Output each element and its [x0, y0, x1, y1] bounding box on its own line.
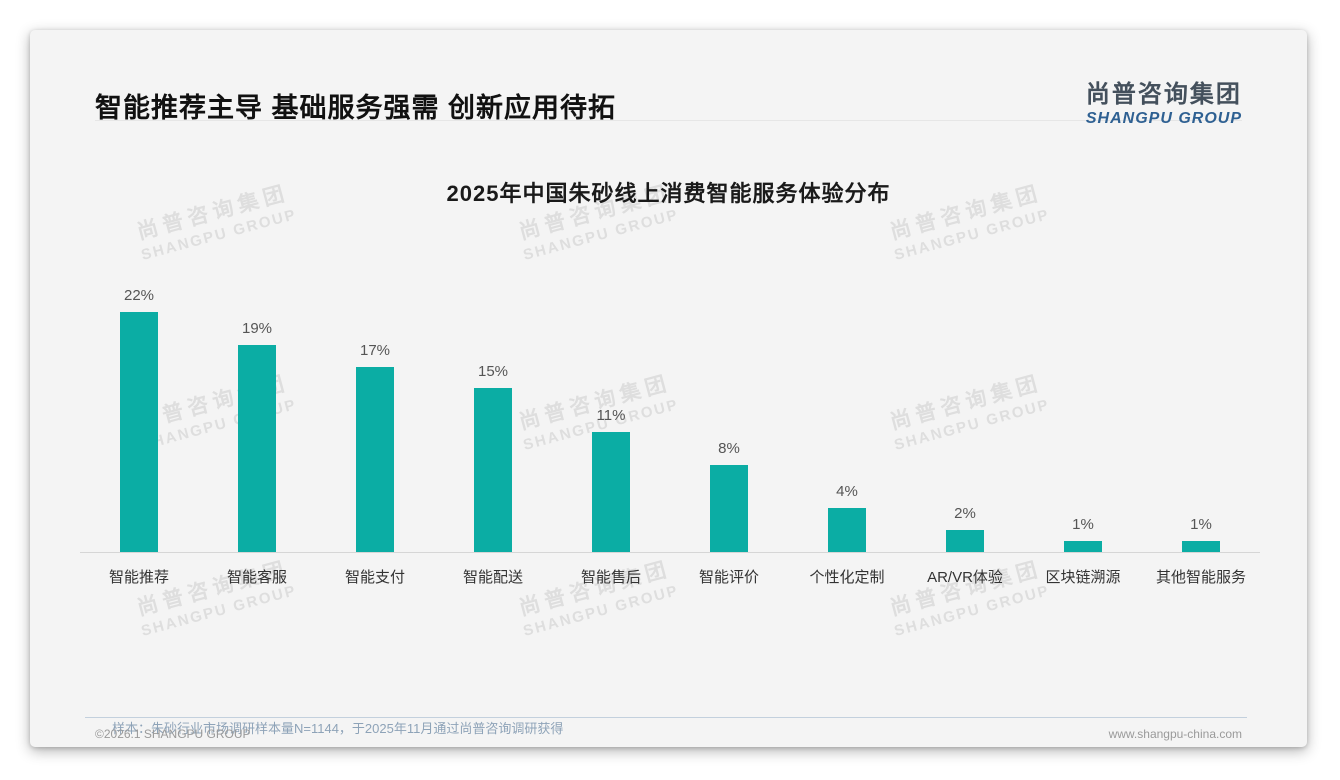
sample-note: 样本：朱砂行业市场调研样本量N=1144，于2025年11月通过尚普咨询调研获得	[112, 721, 564, 736]
bar-column: 4%	[788, 483, 906, 552]
bar-value-label: 11%	[596, 407, 626, 424]
bar-value-label: 15%	[477, 363, 509, 380]
header-divider	[95, 120, 1242, 121]
category-label: 智能支付	[344, 569, 405, 586]
brand-logo-en: SHANGPU GROUP	[1085, 110, 1242, 127]
category-label: 个性化定制	[809, 569, 885, 586]
bar	[474, 388, 512, 552]
bar-value-label: 19%	[241, 320, 273, 337]
bar	[710, 465, 748, 552]
bar	[120, 312, 158, 552]
brand-logo-cn: 尚普咨询集团	[1085, 81, 1242, 108]
bar-column: 17%	[316, 342, 434, 552]
bar-value-label: 4%	[836, 483, 858, 500]
watermark-en: SHANGPU GROUP	[139, 582, 299, 640]
bar-column: 22%	[80, 287, 198, 552]
category-label: AR/VR体验	[927, 569, 1003, 586]
bar-column: 15%	[434, 363, 552, 552]
category-label: 其他智能服务	[1155, 569, 1246, 586]
slide-card: 尚普咨询集团 SHANGPU GROUP 尚普咨询集团 SHANGPU GROUP 尚普…	[30, 30, 1307, 747]
bar	[946, 530, 984, 552]
chart-title: 2025年中国朱砂线上消费智能服务体验分布	[446, 181, 891, 206]
watermark-en: SHANGPU GROUP	[521, 582, 681, 640]
category-label: 智能推荐	[108, 569, 169, 586]
watermark-en: SHANGPU GROUP	[892, 582, 1052, 640]
plot-area: 22% 19% 17% 15% 11% 8% 4% 2% 1% 1%	[80, 240, 1260, 552]
bar	[828, 508, 866, 552]
page-title: 智能推荐主导 基础服务强需 创新应用待拓	[95, 93, 617, 123]
bar-column: 8%	[670, 440, 788, 552]
footer-divider	[85, 717, 1247, 718]
bar-value-label: 1%	[1190, 516, 1212, 533]
bar-column: 11%	[552, 407, 670, 552]
footer: ©2026.1 SHANGPU GROUP www.shangpu-china.…	[95, 727, 1242, 741]
bar	[1064, 541, 1102, 552]
bar-column: 2%	[906, 505, 1024, 552]
category-label: 智能评价	[698, 569, 759, 586]
bar	[592, 432, 630, 552]
category-label: 区块链溯源	[1045, 569, 1121, 586]
copyright-text: ©2026.1 SHANGPU GROUP	[95, 727, 251, 741]
bar	[356, 367, 394, 552]
bar-value-label: 17%	[359, 342, 391, 359]
bar	[238, 345, 276, 552]
bar-value-label: 22%	[123, 287, 155, 304]
x-axis-line	[80, 552, 1260, 553]
category-label: 智能客服	[226, 569, 287, 586]
website-url: www.shangpu-china.com	[1108, 727, 1242, 741]
bar-value-label: 2%	[954, 505, 976, 522]
bar-column: 19%	[198, 320, 316, 552]
bar	[1182, 541, 1220, 552]
bar-column: 1%	[1142, 516, 1260, 552]
category-label: 智能售后	[580, 569, 641, 586]
bar-value-label: 8%	[718, 440, 740, 457]
bar-column: 1%	[1024, 516, 1142, 552]
brand-logo: 尚普咨询集团 SHANGPU GROUP	[1086, 72, 1242, 128]
bar-value-label: 1%	[1072, 516, 1094, 533]
category-axis: 智能推荐 智能客服 智能支付 智能配送 智能售后 智能评价 个性化定制 AR/VR体验 区块链溯…	[80, 566, 1260, 587]
category-label: 智能配送	[462, 569, 523, 586]
bar-chart: 22% 19% 17% 15% 11% 8% 4% 2% 1% 1% 智能推荐 智能客服 智能支付 智能…	[80, 240, 1260, 587]
header: 智能推荐主导 基础服务强需 创新应用待拓 尚普咨询集团 SHANGPU GROU…	[95, 72, 1242, 128]
